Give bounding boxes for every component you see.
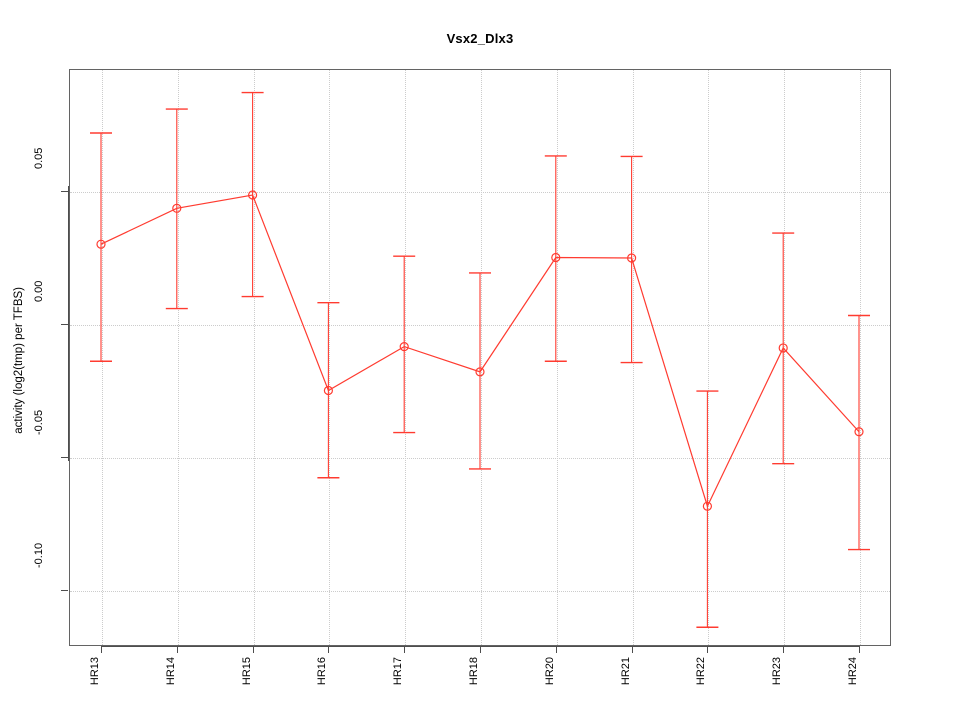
x-axis-tick — [176, 646, 178, 653]
gridline-vertical — [177, 70, 179, 645]
x-axis-tick-label-text: HR14 — [164, 657, 177, 686]
gridline-vertical — [481, 70, 482, 645]
x-axis-tick-label-text: HR16 — [316, 657, 329, 686]
gridline-horizontal — [70, 458, 890, 459]
x-axis-tick — [252, 646, 254, 653]
y-axis-line — [68, 186, 69, 461]
x-axis-tick — [480, 646, 481, 653]
gridline-vertical — [708, 70, 710, 645]
plot-area — [70, 70, 890, 645]
x-axis-tick — [707, 646, 709, 653]
plot-frame — [69, 69, 891, 646]
y-axis-tick — [61, 590, 68, 591]
y-axis-tick — [61, 457, 68, 458]
gridline-vertical — [784, 70, 786, 645]
y-axis-tick — [61, 191, 68, 192]
chart-title: Vsx2_Dlx3 — [446, 31, 514, 46]
x-axis-tick — [555, 646, 557, 653]
x-axis-tick — [859, 646, 860, 653]
x-axis-tick-label-text: HR17 — [392, 657, 405, 686]
x-axis-tick-label-text: HR20 — [543, 657, 556, 686]
gridline-horizontal — [70, 591, 890, 592]
x-axis-tick-label-text: HR24 — [847, 657, 859, 686]
gridline-horizontal — [70, 325, 890, 326]
x-axis-tick — [404, 646, 406, 653]
x-axis-tick — [328, 646, 330, 653]
x-axis-tick-label-text: HR21 — [619, 657, 632, 686]
x-axis-tick — [101, 646, 102, 653]
gridline-vertical — [405, 70, 407, 645]
gridline-horizontal — [70, 192, 890, 193]
x-axis-tick — [783, 646, 785, 653]
x-axis-tick-label-text: HR23 — [771, 657, 784, 686]
gridline-vertical — [329, 70, 331, 645]
y-axis-title-text: activity (log2(tmp) per TFBS) — [13, 286, 25, 434]
gridline-vertical — [632, 70, 634, 645]
gridline-vertical — [556, 70, 558, 645]
x-axis-tick-label-text: HR18 — [468, 657, 480, 686]
x-axis-tick — [631, 646, 633, 653]
x-axis-tick-label-text: HR22 — [695, 657, 708, 686]
gridline-vertical — [102, 70, 103, 645]
gridline-vertical — [253, 70, 255, 645]
x-axis-tick-label-text: HR13 — [89, 657, 101, 686]
y-axis-title: activity (log2(tmp) per TFBS) — [10, 0, 28, 720]
gridline-vertical — [860, 70, 861, 645]
y-axis-tick — [61, 324, 68, 325]
x-axis-tick-label-text: HR15 — [240, 657, 253, 686]
